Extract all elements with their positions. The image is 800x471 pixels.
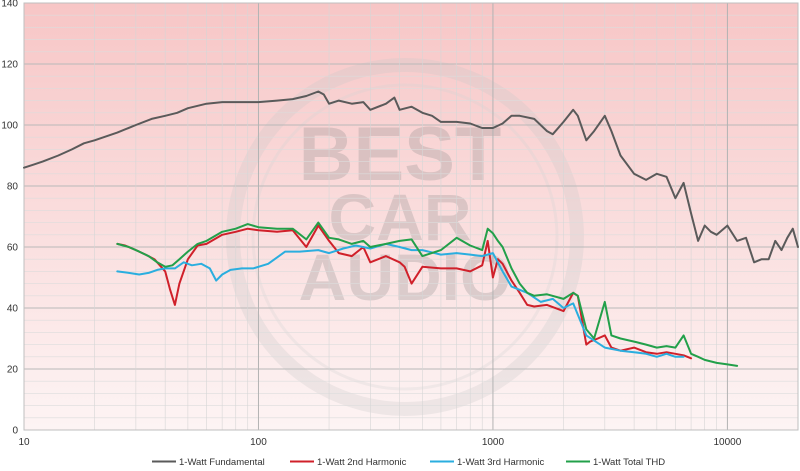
series-line-1-watt-2nd-harmonic — [116, 224, 693, 360]
axes: 0 20 40 60 80 100 120 140 10 100 1000 10000 — [1, 0, 799, 448]
watermark-ring-inner — [251, 83, 559, 391]
legend-label-1-watt-3rd-harmonic: 1-Watt 3rd Harmonic — [457, 457, 545, 468]
y-tick-label: 40 — [7, 304, 19, 315]
watermark-word-3: AUDIO — [299, 240, 512, 314]
x-tick-label: 1000 — [482, 437, 505, 448]
y-tick-label: 140 — [1, 0, 18, 10]
watermark-ring — [226, 58, 584, 416]
x-tick-label: 100 — [250, 437, 267, 448]
legend-label-1-watt-fundamental: 1-Watt Fundamental — [179, 457, 265, 468]
series-line-1-watt-total-thd — [116, 221, 739, 367]
x-tick-label: 10000 — [714, 437, 742, 448]
plot-frame — [23, 2, 799, 431]
x-tick-label: 10 — [18, 437, 30, 448]
watermark: BEST CAR AUDIO — [226, 58, 584, 416]
plot-background — [24, 3, 798, 430]
legend-label-1-watt-2nd-harmonic: 1-Watt 2nd Harmonic — [317, 457, 407, 468]
y-tick-label: 80 — [7, 182, 19, 193]
legend: 1-Watt Fundamental 1-Watt 2nd Harmonic 1-W… — [152, 457, 665, 468]
y-tick-label: 20 — [7, 365, 19, 376]
y-tick-label: 60 — [7, 243, 19, 254]
watermark-word-1: BEST — [299, 112, 502, 197]
y-tick-label: 0 — [12, 426, 18, 437]
y-tick-label: 100 — [1, 121, 18, 132]
legend-label-1-watt-total-thd: 1-Watt Total THD — [593, 457, 665, 468]
series-layer — [23, 90, 799, 367]
series-line-1-watt-fundamental — [23, 90, 799, 264]
y-tick-label: 120 — [1, 60, 18, 71]
